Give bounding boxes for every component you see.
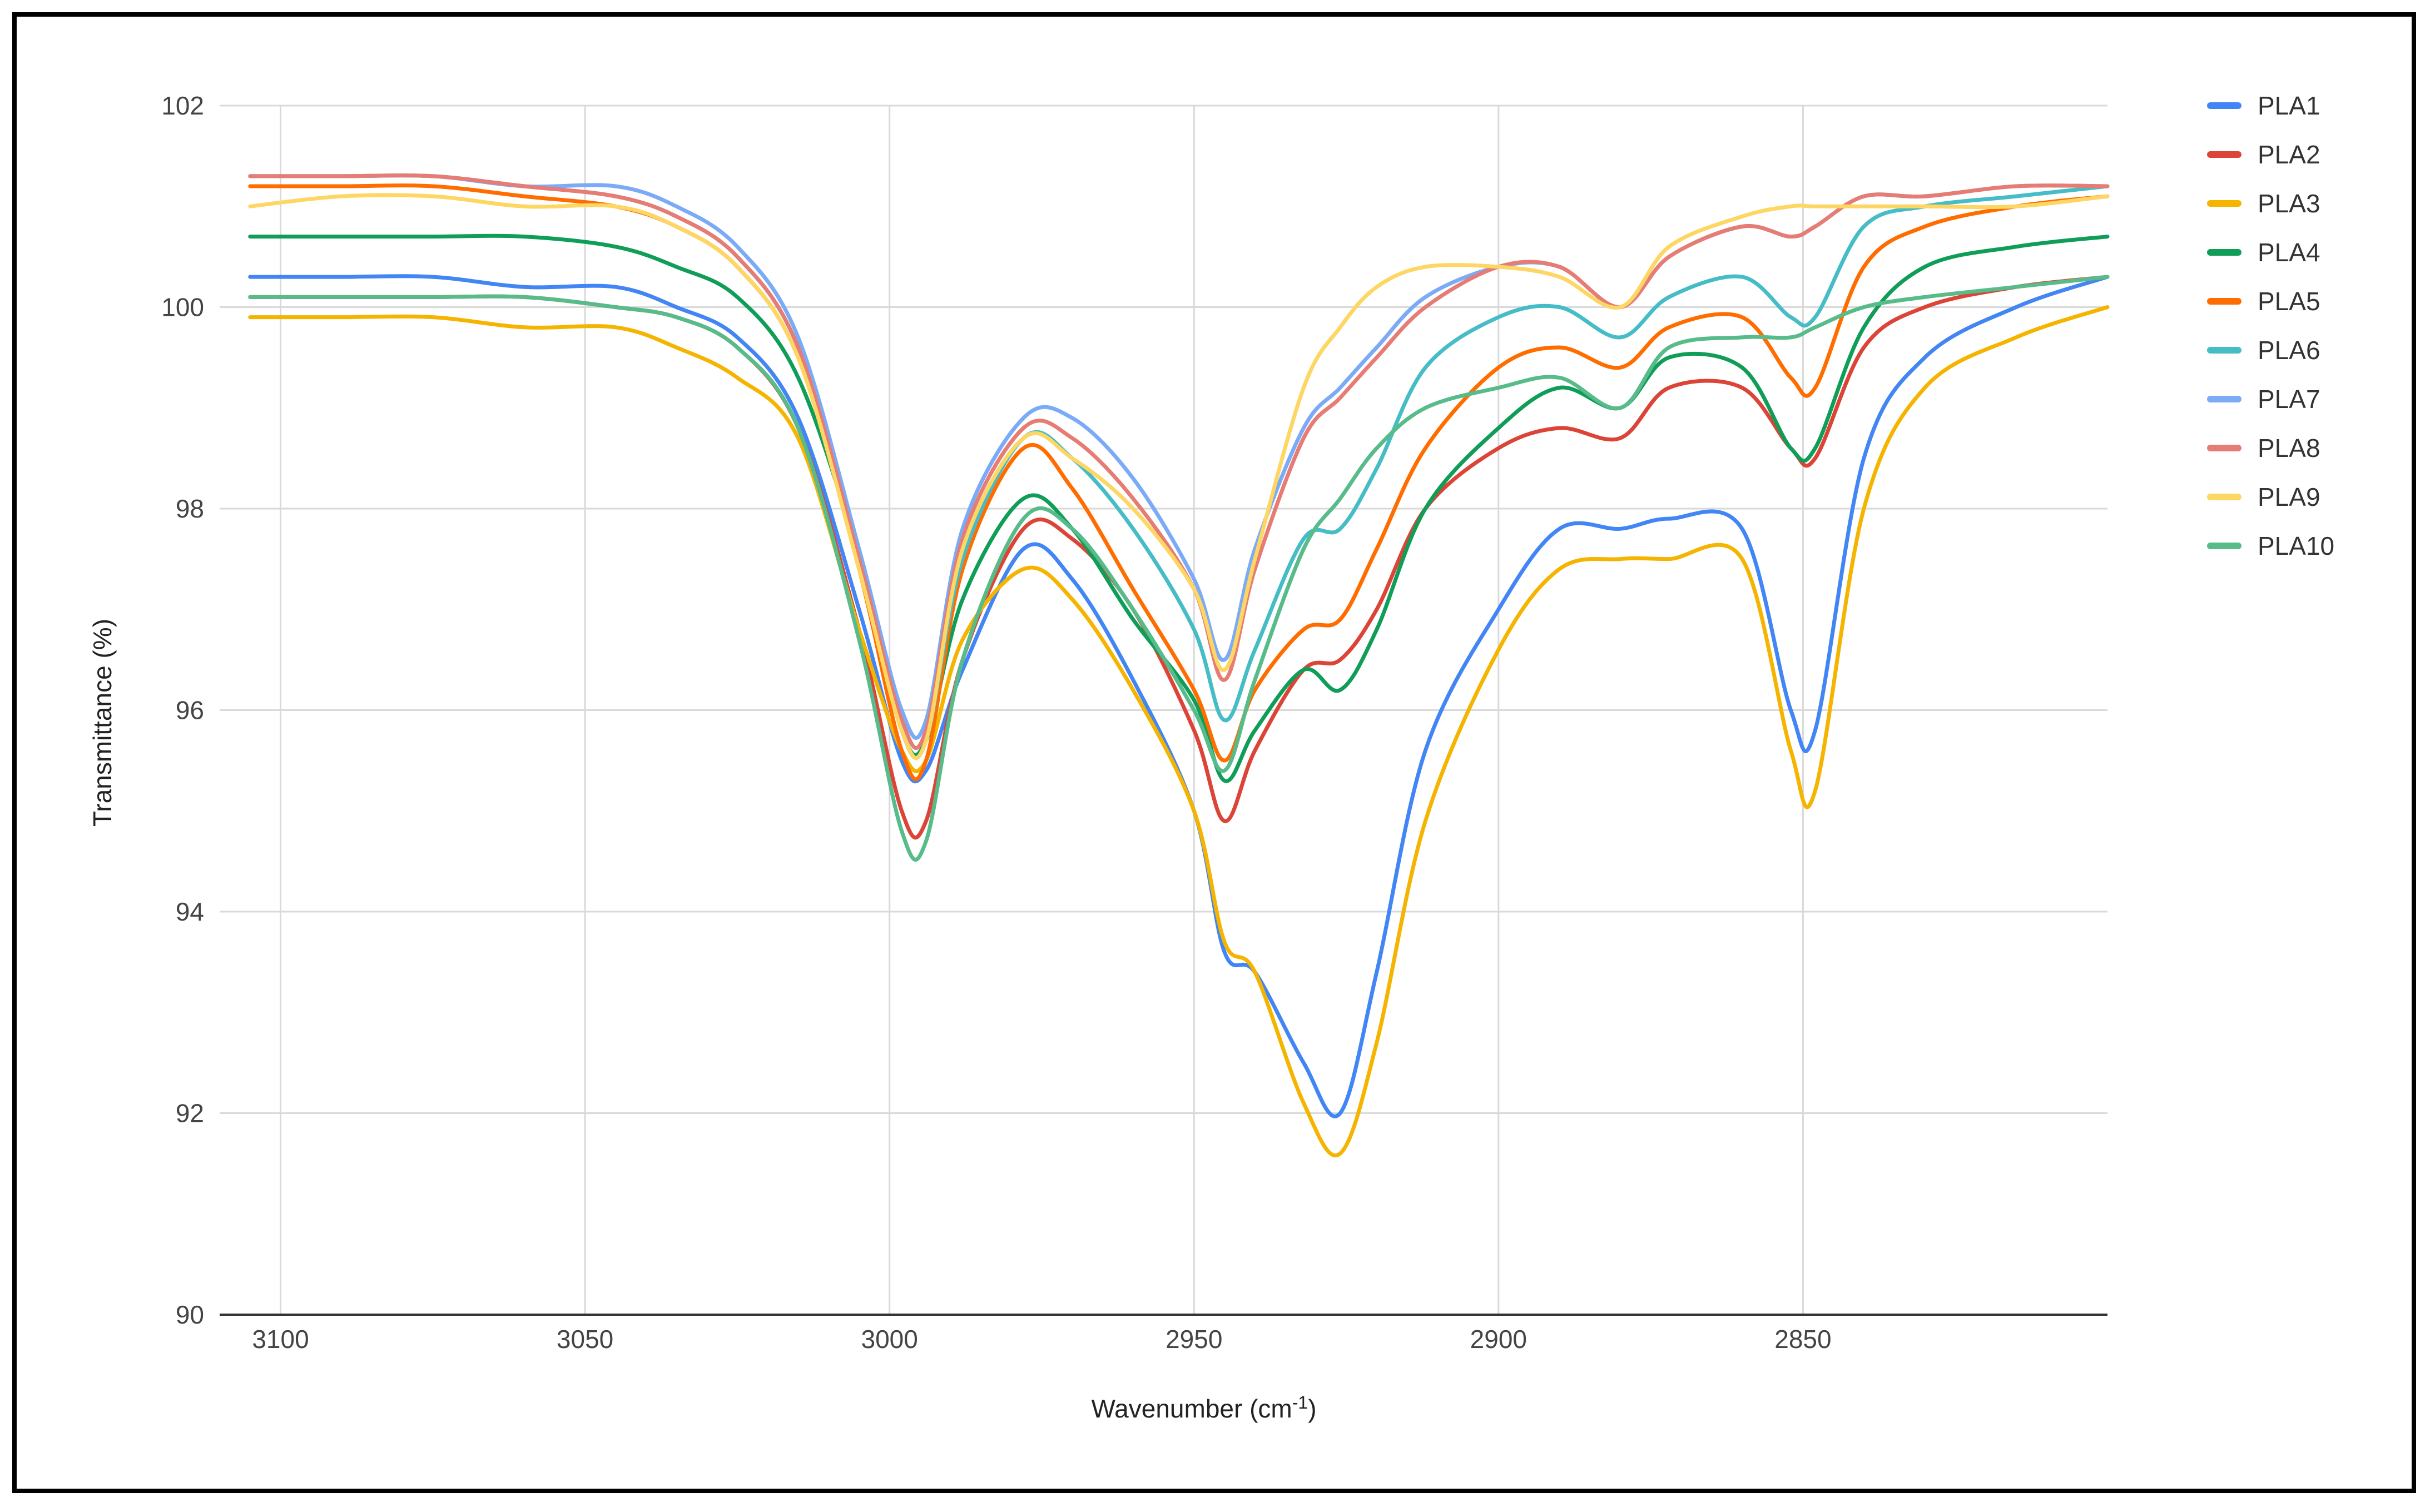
legend-item-pla4: PLA4 <box>2207 238 2320 267</box>
series-line-pla2 <box>248 275 2110 840</box>
x-axis-title-main: Wavenumber (cm <box>1091 1394 1292 1423</box>
legend-label: PLA4 <box>2258 238 2320 267</box>
legend-item-pla10: PLA10 <box>2207 531 2334 560</box>
x-axis-title-end: ) <box>1308 1394 1316 1423</box>
legend-item-pla9: PLA9 <box>2207 483 2320 511</box>
figure-frame: 90 92 94 96 98 100 102 3100 3050 3000 2950 2900 2850… <box>12 12 2416 1493</box>
x-tick-label: 2850 <box>1774 1325 1831 1354</box>
series-line-pla6 <box>248 173 2110 760</box>
y-tick-label: 100 <box>161 293 204 322</box>
series-layer <box>248 173 2110 1157</box>
y-tick-label: 92 <box>176 1099 204 1128</box>
x-axis-title: Wavenumber (cm-1) <box>1091 1392 1316 1423</box>
legend-item-pla6: PLA6 <box>2207 336 2320 365</box>
legend-item-pla2: PLA2 <box>2207 140 2320 169</box>
legend: PLA1 PLA2 PLA3 PLA4 PLA5 PLA6 PLA7 PLA8 PLA9 PLA1… <box>2207 91 2334 560</box>
legend-item-pla5: PLA5 <box>2207 287 2320 316</box>
x-tick-label: 2950 <box>1166 1325 1222 1354</box>
legend-item-pla3: PLA3 <box>2207 189 2320 218</box>
legend-label: PLA7 <box>2258 385 2320 414</box>
series-line-pla9 <box>248 193 2110 760</box>
ftir-line-chart: 90 92 94 96 98 100 102 3100 3050 3000 2950 2900 2850… <box>88 91 2334 1423</box>
legend-label: PLA2 <box>2258 140 2320 169</box>
y-axis-title: Transmittance (%) <box>88 619 117 827</box>
x-tick-label: 3100 <box>252 1325 309 1354</box>
series-line-pla1 <box>248 274 2110 1118</box>
y-tick-label: 90 <box>176 1300 204 1329</box>
legend-label: PLA6 <box>2258 336 2320 365</box>
grid-layer <box>220 105 2107 1316</box>
legend-label: PLA10 <box>2258 531 2334 560</box>
x-tick-label: 3050 <box>557 1325 613 1354</box>
axis-layer: 90 92 94 96 98 100 102 3100 3050 3000 2950 2900 2850 <box>161 91 2107 1354</box>
legend-label: PLA8 <box>2258 434 2320 462</box>
legend-label: PLA1 <box>2258 91 2320 120</box>
x-tick-label: 3000 <box>861 1325 918 1354</box>
y-tick-label: 102 <box>161 91 204 120</box>
legend-label: PLA5 <box>2258 287 2320 316</box>
legend-label: PLA9 <box>2258 483 2320 511</box>
series-line-pla10 <box>248 275 2110 862</box>
legend-item-pla8: PLA8 <box>2207 434 2320 462</box>
y-tick-label: 98 <box>176 494 204 523</box>
x-tick-label: 2900 <box>1470 1325 1527 1354</box>
legend-item-pla7: PLA7 <box>2207 385 2320 414</box>
x-axis-title-superscript: -1 <box>1292 1392 1308 1412</box>
y-tick-label: 94 <box>176 897 204 926</box>
legend-label: PLA3 <box>2258 189 2320 218</box>
series-line-pla5 <box>248 183 2110 782</box>
series-line-pla3 <box>248 305 2110 1157</box>
legend-item-pla1: PLA1 <box>2207 91 2320 120</box>
y-tick-label: 96 <box>176 696 204 725</box>
